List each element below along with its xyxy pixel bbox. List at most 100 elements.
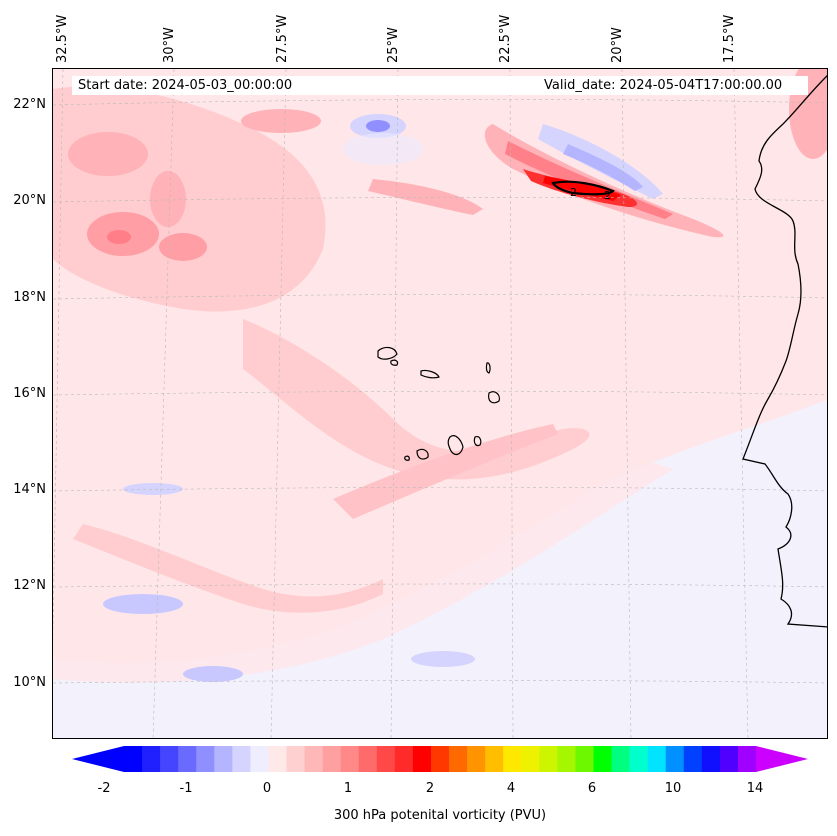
colorbar-tick: 1 <box>343 781 353 796</box>
coastline-africa <box>742 75 827 628</box>
colorbar-over-triangle <box>756 746 808 772</box>
lat-label-14n: 14°N <box>13 482 46 497</box>
island-sao-vicente <box>390 359 399 366</box>
lon-label-20w: 20°W <box>610 27 625 63</box>
colorbar-bin <box>214 746 233 772</box>
lon-label-17-5w: 17.5°W <box>722 14 737 63</box>
lat-label-10n: 10°N <box>13 675 46 690</box>
pv-blob-nw-4 <box>159 233 207 261</box>
colorbar-bin <box>178 746 197 772</box>
colorbar-tick: 10 <box>664 781 682 796</box>
pv-field-pink-south-arc <box>73 524 383 613</box>
colorbar-bin <box>467 746 486 772</box>
lon-label-30w: 30°W <box>162 27 177 63</box>
colorbar-bin <box>539 746 558 772</box>
pv-contour-2pvu <box>551 180 615 196</box>
colorbar <box>72 746 808 772</box>
start-date-text: Start date: 2024-05-03_00:00:00 <box>78 78 293 93</box>
island-sal <box>485 362 491 374</box>
colorbar-bin <box>430 746 450 772</box>
colorbar-bin <box>629 746 649 772</box>
lat-label-18n: 18°N <box>13 290 46 305</box>
valid-date-box: Valid_date: 2024-05-04T17:00:00.00 <box>538 76 808 95</box>
lat-label-16n: 16°N <box>13 386 46 401</box>
pv-neg-8 <box>411 651 475 667</box>
pv-neg-5 <box>103 594 183 614</box>
contour-label: 2 <box>570 186 577 199</box>
colorbar-bin <box>557 746 576 772</box>
colorbar-bin <box>250 746 269 772</box>
colorbar-tick: 2 <box>425 781 435 796</box>
colorbar-bin <box>737 746 757 772</box>
colorbar-bin <box>286 746 306 772</box>
colorbar-tick: -1 <box>179 781 193 796</box>
pv-neg-6 <box>183 666 243 682</box>
colorbar-bin <box>647 746 667 772</box>
island-boa-vista <box>488 391 500 404</box>
pv-blob-nw-5 <box>107 230 131 244</box>
pv-field-light-pink-south <box>53 449 673 683</box>
valid-date-text: Valid_date: 2024-05-04T17:00:00.00 <box>544 78 783 93</box>
pv-blob-nw-1 <box>68 132 148 176</box>
colorbar-bin <box>142 746 161 772</box>
colorbar-bin <box>394 746 414 772</box>
island-brava <box>404 455 410 461</box>
lat-label-20n: 20°N <box>13 193 46 208</box>
map-panel: 2 2 <box>52 68 828 739</box>
colorbar-title: 300 hPa potenital vorticity (PVU) <box>333 808 547 823</box>
lon-label-25w: 25°W <box>386 27 401 63</box>
colorbar-bin <box>575 746 594 772</box>
start-date-box: Start date: 2024-05-03_00:00:00 <box>72 76 542 95</box>
pv-field-map: 2 2 <box>53 69 827 738</box>
colorbar-bin <box>358 746 378 772</box>
colorbar-bin <box>593 746 613 772</box>
colorbar-bin <box>304 746 324 772</box>
pv-field-pink-band <box>243 319 590 480</box>
colorbar-bin <box>719 746 739 772</box>
island-maio <box>473 436 482 447</box>
lon-label-27-5w: 27.5°W <box>275 14 290 63</box>
colorbar-bin <box>449 746 468 772</box>
colorbar-bin <box>268 746 288 772</box>
colorbar-bin <box>521 746 540 772</box>
pv-neg-4 <box>563 144 643 191</box>
island-santo-antao <box>377 346 398 360</box>
colorbar-tick: 4 <box>506 781 516 796</box>
colorbar-bin <box>232 746 251 772</box>
colorbar-bins <box>124 746 757 772</box>
colorbar-bin <box>412 746 432 772</box>
lat-label-12n: 12°N <box>13 578 46 593</box>
pv-field-pink-diag <box>333 424 558 519</box>
colorbar-tick: 6 <box>587 781 597 796</box>
colorbar-bin <box>124 746 143 772</box>
pv-neg-9 <box>343 133 423 165</box>
pv-neg-2 <box>366 120 390 132</box>
island-sao-nicolau <box>420 369 440 379</box>
colorbar-tick: 0 <box>262 781 272 796</box>
pv-streak-outer <box>484 124 724 238</box>
pv-neg-7 <box>123 483 183 495</box>
colorbar-bin <box>376 746 396 772</box>
colorbar-bin <box>701 746 721 772</box>
island-santiago <box>447 435 464 456</box>
colorbar-bin <box>340 746 360 772</box>
colorbar-bin <box>611 746 631 772</box>
lon-label-32-5w: 32.5°W <box>55 14 70 63</box>
lon-label-22-5w: 22.5°W <box>498 14 513 63</box>
colorbar-bin <box>503 746 522 772</box>
colorbar-bin <box>160 746 179 772</box>
colorbar-bin <box>196 746 215 772</box>
colorbar-bin <box>665 746 685 772</box>
contour-label-2: 2 <box>604 189 611 202</box>
lat-label-22n: 22°N <box>13 97 46 112</box>
colorbar-bin <box>485 746 504 772</box>
colorbar-tick: 14 <box>746 781 764 796</box>
pv-blob-nw-6 <box>241 109 321 133</box>
colorbar-tick: -2 <box>97 781 111 796</box>
graticule <box>53 69 827 738</box>
pv-band-25w <box>368 179 483 215</box>
colorbar-bin <box>322 746 342 772</box>
pv-blob-nw-2 <box>150 171 186 227</box>
island-fogo <box>416 448 429 460</box>
colorbar-bin <box>683 746 703 772</box>
